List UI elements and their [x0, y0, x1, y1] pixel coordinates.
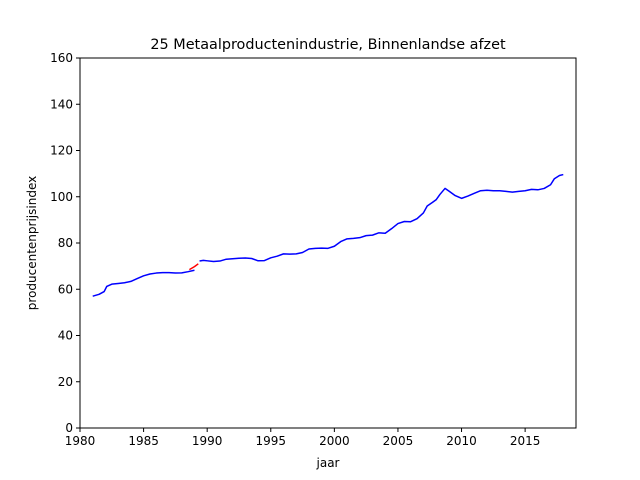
series-line-1 — [188, 263, 199, 271]
y-tick-label: 100 — [50, 190, 73, 204]
x-tick-label: 1995 — [255, 434, 286, 448]
x-tick-label: 1985 — [128, 434, 159, 448]
x-tick-label: 2015 — [510, 434, 541, 448]
y-tick-label: 40 — [58, 329, 73, 343]
x-tick-label: 2005 — [383, 434, 414, 448]
y-tick-label: 160 — [50, 51, 73, 65]
y-tick-label: 140 — [50, 97, 73, 111]
series-layer — [92, 173, 564, 297]
x-tick-label: 1980 — [65, 434, 96, 448]
series-line-2 — [199, 173, 564, 263]
x-tick-label: 2000 — [319, 434, 350, 448]
plot-frame — [79, 57, 577, 429]
y-tick-label: 80 — [58, 236, 73, 250]
y-tick-label: 20 — [58, 375, 73, 389]
series-line-0 — [92, 269, 195, 297]
y-axis-title: producentenprijsindex — [25, 176, 39, 310]
x-tick-label: 2010 — [446, 434, 477, 448]
y-tick-label: 60 — [58, 282, 73, 296]
tick-layer: 1980 1985 1990 1995 2000 2005 2010 2015 0 20 40 60 8… — [50, 51, 540, 448]
x-tick-label: 1990 — [192, 434, 223, 448]
chart-title: 25 Metaalproductenindustrie, Binnenlands… — [150, 37, 506, 53]
y-tick-label: 120 — [50, 144, 73, 158]
x-axis-title: jaar — [316, 456, 340, 470]
y-tick-label: 0 — [65, 421, 73, 435]
